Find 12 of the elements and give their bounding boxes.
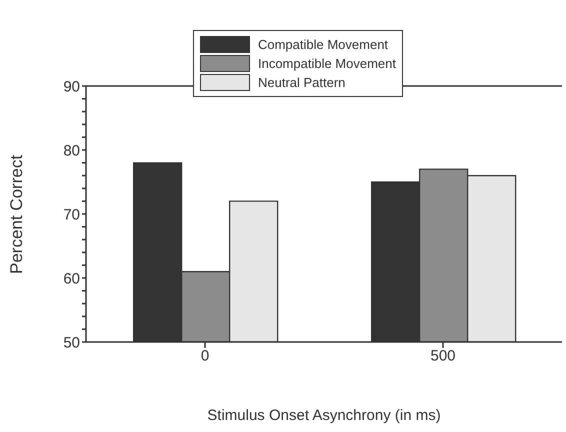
y-tick-label: 60: [63, 270, 80, 288]
legend-label: Compatible Movement: [258, 37, 388, 52]
legend-label: Neutral Pattern: [258, 75, 346, 90]
y-tick-label: 90: [63, 78, 80, 96]
y-axis-title: Percent Correct: [7, 154, 26, 274]
x-axis-title: Stimulus Onset Asynchrony (in ms): [207, 407, 441, 424]
y-tick-label: 80: [63, 142, 80, 160]
x-tick-label: 0: [200, 348, 210, 365]
legend-label: Incompatible Movement: [258, 56, 396, 71]
y-tick-label: 50: [63, 334, 80, 352]
x-tick-label: 500: [430, 348, 456, 365]
y-tick-label: 70: [63, 206, 80, 224]
